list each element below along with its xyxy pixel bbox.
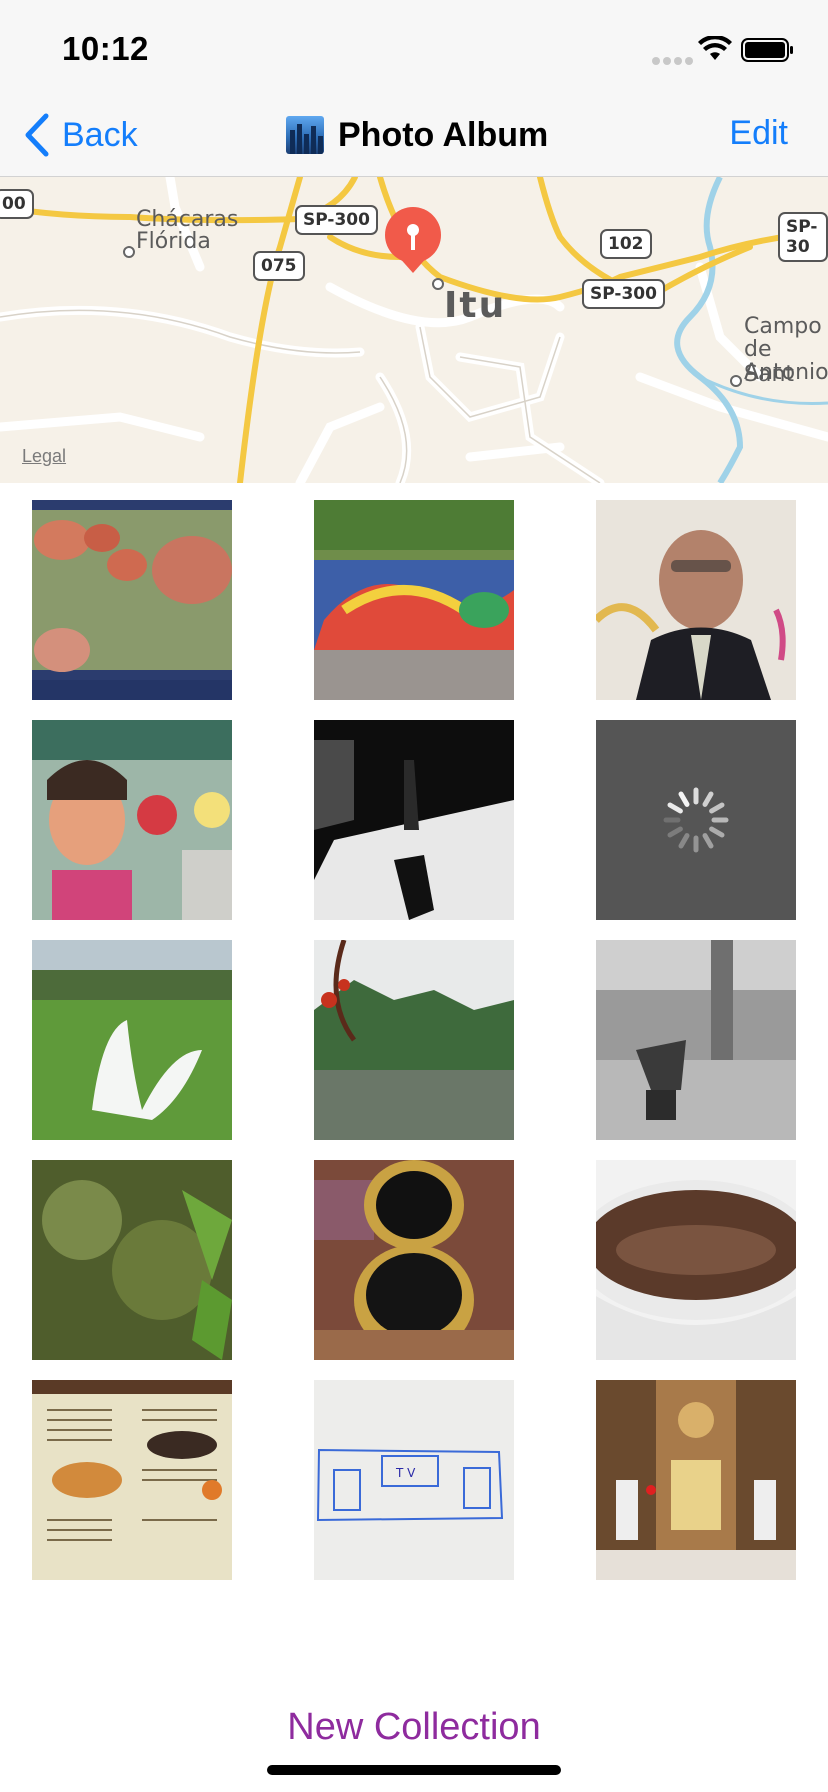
photo-cell[interactable] (314, 720, 514, 920)
photo-cell-loading[interactable] (596, 720, 796, 920)
photo-thumbnail (32, 1160, 232, 1360)
photo-cell[interactable] (596, 940, 796, 1140)
map-view[interactable]: Chácaras Flórida Itu Campo de Sant Anton… (0, 177, 828, 483)
map-label-florida: Flórida (136, 229, 211, 254)
photo-cell[interactable] (314, 940, 514, 1140)
photo-cell[interactable] (314, 1160, 514, 1360)
chevron-left-icon (25, 113, 49, 157)
photo-thumbnail (314, 1160, 514, 1360)
wifi-icon (698, 36, 732, 60)
album-icon (286, 116, 324, 154)
map-label-campo: Campo (744, 314, 822, 339)
status-bar: 10:12 (0, 0, 828, 96)
map-label-city: Itu (444, 285, 507, 326)
route-shield: SP-30 (778, 212, 828, 262)
route-shield: SP-300 (295, 205, 378, 235)
photo-thumbnail (596, 1160, 796, 1360)
photo-thumbnail (314, 720, 514, 920)
map-label-chacaras: Chácaras (136, 207, 239, 232)
map-label-de-sant: de Sant (744, 337, 795, 387)
page-title: Photo Album (338, 115, 549, 154)
photo-thumbnail (314, 940, 514, 1140)
legal-link[interactable]: Legal (22, 446, 67, 466)
photo-cell[interactable] (32, 1160, 232, 1360)
photo-thumbnail (314, 500, 514, 700)
photo-cell[interactable] (32, 940, 232, 1140)
nav-title: Photo Album (286, 112, 548, 158)
route-shield: SP-300 (582, 279, 665, 309)
photo-cell[interactable] (32, 1380, 232, 1580)
navigation-bar: Back Photo Album Edit (0, 96, 828, 177)
photo-cell[interactable] (32, 720, 232, 920)
photo-cell[interactable] (596, 1160, 796, 1360)
new-collection-button[interactable]: New Collection (287, 1706, 541, 1748)
photo-thumbnail (596, 500, 796, 700)
photo-thumbnail (32, 500, 232, 700)
photo-thumbnail (596, 940, 796, 1140)
map-roads (0, 177, 828, 483)
edit-button[interactable]: Edit (729, 114, 788, 152)
route-shield: 075 (253, 251, 305, 281)
back-label: Back (62, 115, 138, 154)
home-indicator[interactable] (267, 1765, 561, 1775)
route-shield: 00 (0, 189, 34, 219)
map-label-antonio: Antonio (744, 360, 828, 385)
photo-thumbnail (32, 1380, 232, 1580)
photo-cell[interactable] (596, 1380, 796, 1580)
battery-icon (741, 38, 793, 62)
loading-spinner-icon (663, 787, 729, 853)
photo-cell[interactable] (32, 500, 232, 700)
back-button[interactable]: Back (24, 110, 138, 160)
photo-cell[interactable]: T V (314, 1380, 514, 1580)
photo-cell[interactable] (596, 500, 796, 700)
photo-cell[interactable] (314, 500, 514, 700)
photo-thumbnail (596, 1380, 796, 1580)
svg-text:T V: T V (395, 1466, 416, 1480)
signal-icon (652, 52, 696, 70)
photo-thumbnail (32, 940, 232, 1140)
location-pin-icon[interactable] (385, 207, 441, 273)
photo-thumbnail (32, 720, 232, 920)
clock: 10:12 (62, 30, 149, 67)
route-shield: 102 (600, 229, 652, 259)
photo-thumbnail: T V (314, 1380, 514, 1580)
